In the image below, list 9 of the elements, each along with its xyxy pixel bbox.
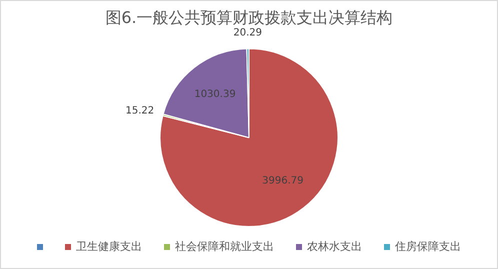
data-label: 1030.39 xyxy=(194,88,236,100)
legend-label: 卫生健康支出 xyxy=(76,239,142,254)
chart-title: 图6.一般公共预算财政拨款支出决算结构 xyxy=(105,8,393,27)
data-label: 15.22 xyxy=(126,105,154,116)
legend-label: 住房保障支出 xyxy=(395,239,461,254)
legend-label: 农林水支出 xyxy=(307,239,362,254)
data-label: 3996.79 xyxy=(262,176,304,187)
legend-label: 社会保障和就业支出 xyxy=(175,239,274,254)
data-label: 20.29 xyxy=(233,27,262,38)
